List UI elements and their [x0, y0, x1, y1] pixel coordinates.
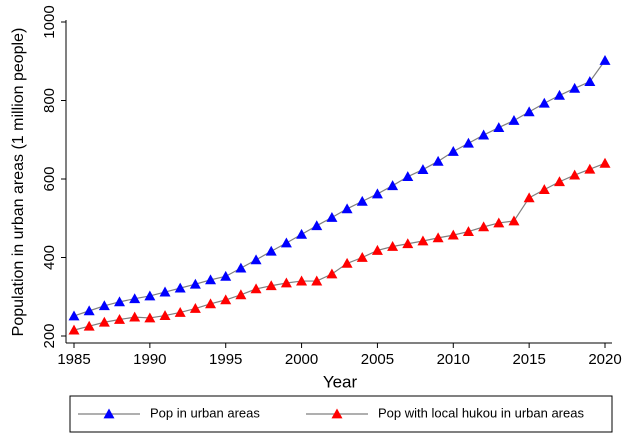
marker	[68, 324, 80, 335]
marker	[432, 155, 444, 166]
marker	[296, 228, 308, 239]
marker	[98, 300, 110, 311]
marker	[341, 203, 353, 214]
legend-marker	[331, 408, 343, 419]
marker	[478, 221, 490, 232]
marker	[371, 188, 383, 199]
y-tick-label: 400	[41, 245, 58, 270]
y-tick-label: 200	[41, 323, 58, 348]
marker	[205, 298, 217, 309]
y-tick-label: 600	[41, 166, 58, 191]
marker	[569, 169, 581, 180]
x-tick-label: 1985	[57, 351, 90, 368]
marker	[174, 306, 186, 317]
marker	[341, 257, 353, 268]
marker	[569, 82, 581, 93]
marker	[508, 215, 520, 226]
marker	[311, 220, 323, 231]
marker	[280, 277, 292, 288]
marker	[462, 137, 474, 148]
marker	[189, 278, 201, 289]
marker	[129, 311, 141, 322]
marker	[402, 238, 414, 249]
marker	[83, 320, 95, 331]
marker	[296, 275, 308, 286]
marker	[356, 252, 368, 262]
x-tick-label: 2000	[285, 351, 318, 368]
marker	[553, 89, 565, 100]
marker	[235, 262, 247, 273]
marker	[432, 232, 444, 243]
marker	[523, 106, 535, 117]
marker	[159, 310, 171, 320]
marker	[553, 176, 565, 187]
legend-label: Pop with local hukou in urban areas	[378, 405, 584, 420]
marker	[417, 235, 429, 246]
x-tick-label: 1995	[209, 351, 242, 368]
marker	[326, 268, 338, 279]
legend-label: Pop in urban areas	[150, 405, 260, 420]
marker	[599, 157, 611, 168]
marker	[68, 310, 80, 321]
marker	[584, 163, 596, 174]
marker	[478, 129, 490, 140]
x-axis-label: Year	[323, 372, 358, 391]
marker	[417, 164, 429, 174]
marker	[371, 244, 383, 255]
marker	[523, 192, 535, 203]
marker	[387, 180, 399, 191]
marker	[129, 293, 141, 304]
marker	[250, 254, 262, 265]
marker	[462, 226, 474, 236]
marker	[174, 282, 186, 293]
marker	[265, 280, 277, 291]
marker	[114, 314, 126, 324]
marker	[114, 296, 126, 307]
marker	[493, 122, 505, 132]
series-line	[73, 60, 606, 317]
x-tick-label: 2010	[437, 351, 470, 368]
marker	[144, 312, 156, 323]
y-tick-label: 1000	[41, 5, 58, 38]
marker	[98, 316, 110, 327]
marker	[265, 245, 277, 256]
x-tick-label: 2005	[361, 351, 394, 368]
marker	[311, 275, 323, 286]
y-tick-label: 800	[41, 88, 58, 113]
x-tick-label: 1990	[133, 351, 166, 368]
marker	[402, 171, 414, 182]
marker	[356, 195, 368, 206]
marker	[387, 241, 399, 251]
marker	[447, 146, 459, 156]
y-axis-label: Population in urban areas (1 million peo…	[10, 28, 27, 337]
marker	[538, 97, 550, 108]
marker	[144, 290, 156, 301]
series-line	[73, 162, 606, 331]
marker	[599, 54, 611, 65]
marker	[220, 270, 232, 281]
marker	[189, 303, 201, 313]
marker	[159, 286, 171, 297]
marker	[250, 283, 262, 294]
marker	[83, 305, 95, 316]
marker	[447, 229, 459, 240]
marker	[235, 289, 247, 300]
x-tick-label: 2020	[588, 351, 621, 368]
marker	[508, 115, 520, 125]
legend-marker	[103, 408, 115, 419]
marker	[220, 294, 232, 305]
marker	[280, 237, 292, 248]
x-tick-label: 2015	[512, 351, 545, 368]
marker	[205, 274, 217, 285]
marker	[584, 76, 596, 87]
marker	[326, 211, 338, 222]
marker	[538, 184, 550, 194]
marker	[493, 217, 505, 228]
